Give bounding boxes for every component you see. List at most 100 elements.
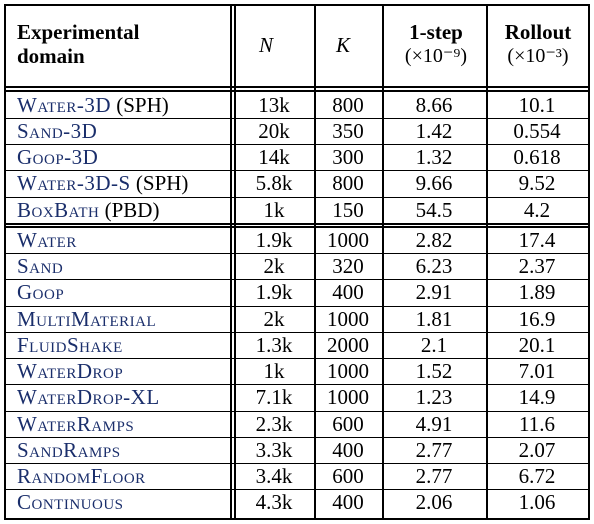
cell-domain: MultiMaterial: [4, 306, 230, 332]
row-rule: [4, 489, 590, 491]
cell-rollout: 9.52: [518, 171, 556, 196]
domain-name: Water-3D-S: [17, 171, 131, 196]
cell-rollout: 1.89: [518, 280, 556, 305]
cell-n: 1k: [263, 359, 285, 384]
table-border-bottom: [4, 518, 590, 520]
domain-name: Continuous: [17, 490, 124, 515]
cell-domain: Water-3D-S (SPH): [4, 171, 230, 197]
cell-domain: Goop-3D: [4, 145, 230, 171]
row-rule: [4, 331, 590, 333]
row-rule: [4, 170, 590, 172]
cell-domain: RandomFloor: [4, 464, 230, 490]
domain-name: BoxBath: [17, 197, 100, 222]
cell-k: 2000: [327, 332, 369, 357]
cell-onestep: 1.32: [415, 145, 453, 170]
results-table: Experimental domain N K 1-step (×10⁻⁹) R…: [4, 4, 590, 520]
column-separator: [230, 4, 232, 520]
domain-name: FluidShake: [17, 332, 123, 357]
cell-domain: Sand: [4, 254, 230, 280]
group-rule: [4, 226, 590, 228]
cell-k: 1000: [327, 359, 369, 384]
cell-rollout: 20.1: [518, 332, 556, 357]
cell-domain: Continuous: [4, 490, 230, 516]
cell-domain: Sand-3D: [4, 118, 230, 144]
cell-domain: Water: [4, 227, 230, 253]
cell-n: 20k: [258, 118, 290, 143]
cell-onestep: 4.91: [415, 411, 453, 436]
header-k: K: [336, 33, 351, 57]
domain-name: Water: [17, 227, 77, 252]
table-border-top: [4, 4, 590, 6]
column-separator: [314, 4, 316, 520]
cell-onestep: 9.66: [415, 171, 453, 196]
table-border-left: [4, 4, 6, 520]
column-separator: [486, 4, 488, 520]
row-rule: [4, 384, 590, 386]
cell-k: 600: [332, 464, 364, 489]
row-rule: [4, 410, 590, 412]
cell-rollout: 10.1: [518, 92, 556, 117]
cell-onestep: 1.52: [415, 359, 453, 384]
cell-n: 2k: [263, 306, 285, 331]
cell-k: 350: [332, 118, 364, 143]
cell-domain: WaterRamps: [4, 411, 230, 437]
cell-n: 2.3k: [255, 411, 293, 436]
cell-n: 7.1k: [255, 385, 293, 410]
cell-k: 1000: [327, 306, 369, 331]
cell-onestep: 2.91: [415, 280, 453, 305]
header-onestep: 1-step (×10⁻⁹): [384, 20, 488, 68]
domain-method: (SPH): [130, 171, 189, 196]
cell-onestep: 2.06: [415, 490, 453, 515]
cell-rollout: 1.06: [518, 490, 556, 515]
cell-n: 1.9k: [255, 227, 293, 252]
domain-name: Sand: [17, 254, 64, 279]
row-rule: [4, 253, 590, 254]
cell-domain: WaterDrop: [4, 359, 230, 385]
cell-onestep: 2.77: [415, 437, 453, 462]
domain-name: WaterRamps: [17, 411, 135, 436]
cell-rollout: 2.07: [518, 437, 556, 462]
row-rule: [4, 305, 590, 307]
cell-domain: Water-3D (SPH): [4, 92, 230, 118]
cell-domain: SandRamps: [4, 437, 230, 463]
cell-rollout: 16.9: [518, 306, 556, 331]
header-n: N: [259, 33, 274, 57]
cell-onestep: 8.66: [415, 92, 453, 117]
cell-k: 300: [332, 145, 364, 170]
domain-name: WaterDrop: [17, 359, 124, 384]
header-onestep-label: 1-step: [409, 20, 463, 44]
cell-k: 1000: [327, 227, 369, 252]
column-separator: [382, 4, 384, 520]
domain-method: (PBD): [99, 197, 160, 222]
cell-rollout: 11.6: [519, 411, 555, 436]
domain-name: WaterDrop-XL: [17, 385, 160, 410]
cell-n: 3.3k: [255, 437, 293, 462]
cell-n: 4.3k: [255, 490, 293, 515]
domain-name: SandRamps: [17, 437, 121, 462]
cell-k: 1000: [327, 385, 369, 410]
header-domain-line2: domain: [17, 44, 85, 68]
cell-k: 800: [332, 92, 364, 117]
row-rule: [4, 279, 590, 281]
cell-k: 800: [332, 171, 364, 196]
header-rollout-unit: (×10⁻³): [507, 45, 569, 67]
header-rule: [4, 86, 590, 88]
domain-name: Goop-3D: [17, 145, 99, 170]
table-border-right: [588, 4, 590, 520]
cell-domain: BoxBath (PBD): [4, 197, 230, 223]
column-separator: [234, 4, 236, 520]
cell-k: 400: [332, 490, 364, 515]
cell-onestep: 2.77: [415, 464, 453, 489]
cell-rollout: 7.01: [518, 359, 556, 384]
cell-n: 1k: [263, 197, 285, 222]
row-rule: [4, 436, 590, 438]
row-rule: [4, 117, 590, 119]
cell-onestep: 1.23: [415, 385, 453, 410]
cell-rollout: 0.554: [513, 118, 561, 143]
cell-k: 150: [332, 197, 364, 222]
row-rule: [4, 196, 590, 198]
cell-rollout: 14.9: [518, 385, 556, 410]
cell-n: 1.9k: [255, 280, 293, 305]
header-rollout: Rollout (×10⁻³): [488, 20, 588, 68]
cell-n: 1.3k: [255, 332, 293, 357]
